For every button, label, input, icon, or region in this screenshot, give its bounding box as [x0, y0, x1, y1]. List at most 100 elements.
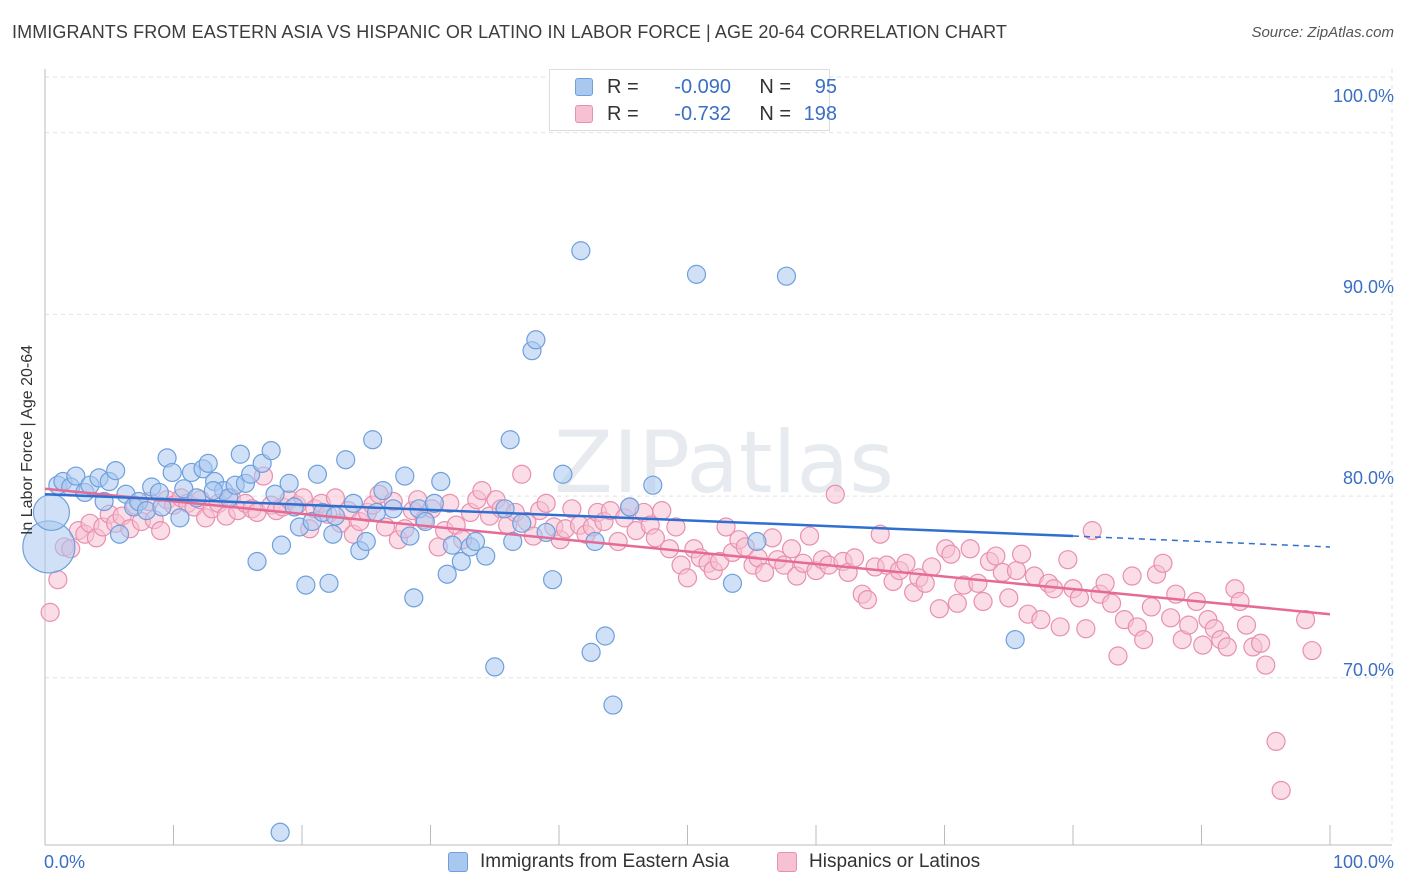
data-point — [395, 466, 415, 486]
data-point — [404, 588, 424, 608]
y-tick-label: 80.0% — [1342, 468, 1394, 488]
data-point — [915, 573, 935, 593]
data-point — [230, 444, 250, 464]
r-label: R = — [607, 102, 639, 125]
data-point — [922, 557, 942, 577]
data-point — [1251, 633, 1271, 653]
data-point — [261, 441, 281, 461]
data-point — [645, 528, 665, 548]
data-point — [686, 264, 707, 284]
data-point — [536, 493, 556, 513]
data-point — [198, 453, 218, 473]
source-label: Source: ZipAtlas.com — [1251, 24, 1394, 41]
axes — [44, 69, 1392, 846]
data-point — [162, 462, 182, 483]
data-point — [595, 626, 615, 646]
data-point — [999, 588, 1019, 608]
data-point — [1161, 608, 1181, 628]
data-point — [319, 573, 339, 593]
correlation-legend: R = -0.090 N = 95 R = -0.732 N = 198 — [549, 69, 837, 131]
legend-label: Immigrants from Eastern Asia — [480, 851, 730, 872]
data-point — [500, 430, 520, 450]
data-point — [1122, 566, 1142, 586]
data-point — [1006, 560, 1027, 581]
data-point — [151, 521, 171, 541]
data-point — [1058, 550, 1078, 570]
blue-swatch — [448, 852, 468, 872]
data-point — [608, 531, 628, 552]
data-point — [747, 531, 767, 552]
data-point — [1031, 610, 1051, 630]
x-min-label: 0.0% — [44, 852, 86, 872]
legend-row-eastern-asia: R = -0.090 N = 95 — [575, 75, 837, 99]
trend-line-eastern-asia — [44, 493, 1074, 538]
data-point — [271, 535, 292, 555]
data-point — [109, 524, 130, 544]
data-point — [1134, 630, 1154, 650]
data-point — [336, 450, 356, 470]
data-point — [437, 564, 457, 584]
data-point — [1050, 617, 1070, 637]
data-point — [451, 551, 471, 572]
legend-item-eastern-asia: Immigrants from Eastern Asia — [448, 851, 729, 873]
data-point — [270, 822, 290, 842]
data-point — [1005, 630, 1025, 650]
data-point — [1230, 591, 1250, 612]
n-label: N = — [759, 75, 791, 98]
series-legend: Immigrants from Eastern Asia Hispanics o… — [0, 851, 1406, 877]
data-point — [431, 471, 451, 492]
data-point — [170, 508, 190, 528]
data-point — [40, 602, 60, 622]
data-point — [986, 546, 1006, 566]
data-point — [799, 526, 820, 546]
data-point — [603, 695, 623, 715]
data-point — [1256, 655, 1276, 675]
data-point — [106, 461, 126, 481]
data-point — [66, 466, 86, 486]
pink-swatch — [777, 852, 797, 872]
blue-swatch — [575, 78, 593, 96]
data-point — [512, 513, 532, 533]
data-point — [652, 501, 672, 521]
data-point — [973, 591, 993, 612]
data-point — [247, 551, 267, 572]
data-point — [781, 539, 802, 559]
data-point — [343, 493, 363, 513]
data-point — [870, 524, 890, 544]
data-point — [400, 526, 420, 546]
data-point — [296, 575, 316, 595]
data-point — [776, 266, 797, 286]
data-point — [643, 475, 663, 495]
data-point — [1153, 553, 1173, 573]
trend-line-eastern-asia-extrapolated — [1072, 535, 1331, 548]
data-point — [960, 539, 980, 559]
data-point — [366, 502, 387, 523]
data-point — [571, 241, 591, 261]
eastern-asia-points — [22, 241, 1025, 842]
data-point — [677, 568, 698, 588]
data-point — [947, 593, 967, 613]
data-point — [1095, 573, 1115, 593]
data-point — [754, 562, 775, 583]
data-point — [1141, 597, 1161, 617]
data-point — [1236, 615, 1257, 635]
chart-title: IMMIGRANTS FROM EASTERN ASIA VS HISPANIC… — [12, 22, 1008, 42]
data-point — [581, 642, 601, 662]
data-point — [620, 497, 640, 517]
trend-line-hispanic — [44, 487, 1331, 616]
data-point — [857, 590, 878, 610]
data-point — [1266, 731, 1286, 752]
n-label: N = — [759, 102, 791, 125]
data-point — [363, 430, 383, 450]
y-tick-label: 90.0% — [1342, 277, 1394, 297]
data-point — [356, 531, 376, 552]
data-point — [1101, 593, 1122, 613]
data-point — [1217, 637, 1237, 657]
data-point — [1271, 780, 1291, 801]
data-point — [542, 570, 563, 590]
legend-row-hispanic: R = -0.732 N = 198 — [575, 102, 837, 126]
n-value: 198 — [803, 102, 837, 125]
data-point — [476, 546, 496, 566]
data-point — [941, 544, 961, 564]
data-point — [472, 481, 492, 501]
